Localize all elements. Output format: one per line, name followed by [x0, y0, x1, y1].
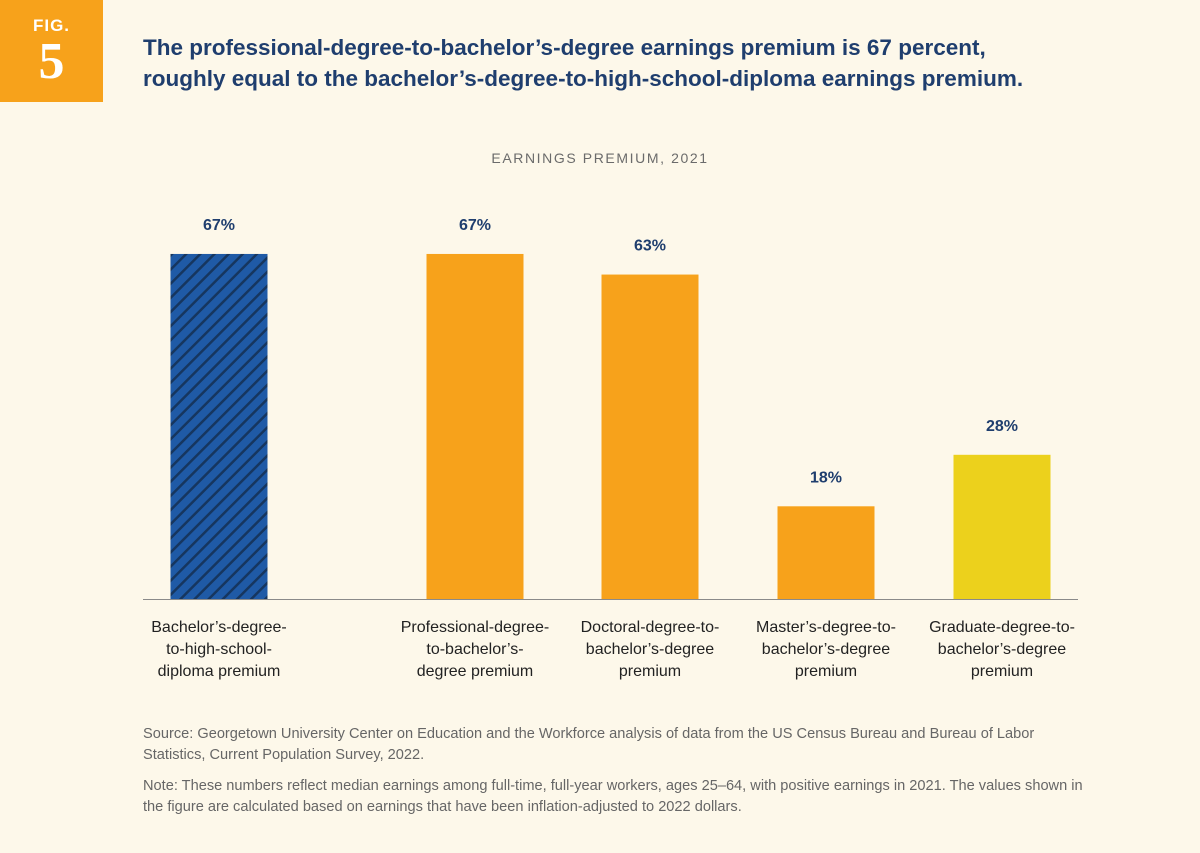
methodology-note: Note: These numbers reflect median earni… — [143, 778, 1083, 815]
category-label-5-line-3: premium — [970, 663, 1034, 680]
category-label-3-line-1: Doctoral-degree-to- — [580, 619, 720, 636]
bar-2 — [426, 253, 524, 599]
category-label-3-line-3: premium — [618, 663, 682, 680]
figure-number: 5 — [38, 33, 65, 90]
category-label-2-line-3: degree premium — [416, 663, 534, 680]
category-label-2: Professional-degree-to-bachelor’s-degree… — [387, 617, 563, 683]
bar-5 — [953, 454, 1051, 599]
figure-badge: FIG. 5 — [0, 0, 103, 102]
category-label-4-line-2: bachelor’s-degree — [761, 641, 891, 658]
category-label-1: Bachelor’s-degree-to-high-school-diploma… — [131, 617, 307, 683]
data-label-3: 63% — [634, 238, 666, 255]
data-label-4: 18% — [810, 469, 842, 486]
category-label-4-line-1: Master’s-degree-to- — [756, 619, 896, 636]
source-note: Source: Georgetown University Center on … — [143, 726, 1035, 763]
headline-line-1: The professional-degree-to-bachelor’s-de… — [143, 35, 986, 60]
category-label-3-line-2: bachelor’s-degree — [585, 641, 715, 658]
category-label-5-line-1: Graduate-degree-to- — [929, 619, 1075, 636]
data-label-1: 67% — [203, 217, 235, 234]
chart-title: EARNINGS PREMIUM, 2021 — [491, 150, 709, 166]
category-label-1-line-1: Bachelor’s-degree- — [151, 619, 287, 636]
category-label-4: Master’s-degree-to-bachelor’s-degree prem… — [738, 617, 914, 683]
data-label-2: 67% — [459, 217, 491, 234]
category-label-2-line-2: to-bachelor’s- — [426, 641, 524, 658]
data-label-5: 28% — [986, 418, 1018, 435]
footnotes: Source: Georgetown University Center on … — [143, 724, 1083, 828]
category-label-1-line-2: to-high-school- — [166, 641, 272, 658]
headline: The professional-degree-to-bachelor’s-de… — [143, 32, 1143, 94]
bar-4 — [777, 506, 875, 599]
category-label-4-line-3: premium — [794, 663, 858, 680]
bar-1 — [170, 253, 268, 599]
bar-3 — [601, 274, 699, 599]
headline-line-2: roughly equal to the bachelor’s-degree-t… — [143, 66, 1024, 91]
category-label-1-line-3: diploma premium — [157, 663, 281, 680]
category-label-2-line-1: Professional-degree- — [400, 619, 550, 636]
figure-label: FIG. — [32, 16, 71, 35]
category-label-3: Doctoral-degree-to-bachelor’s-degree prem… — [562, 617, 738, 683]
category-label-5-line-2: bachelor’s-degree — [937, 641, 1067, 658]
category-label-5: Graduate-degree-to-bachelor’s-degree prem… — [914, 617, 1090, 683]
